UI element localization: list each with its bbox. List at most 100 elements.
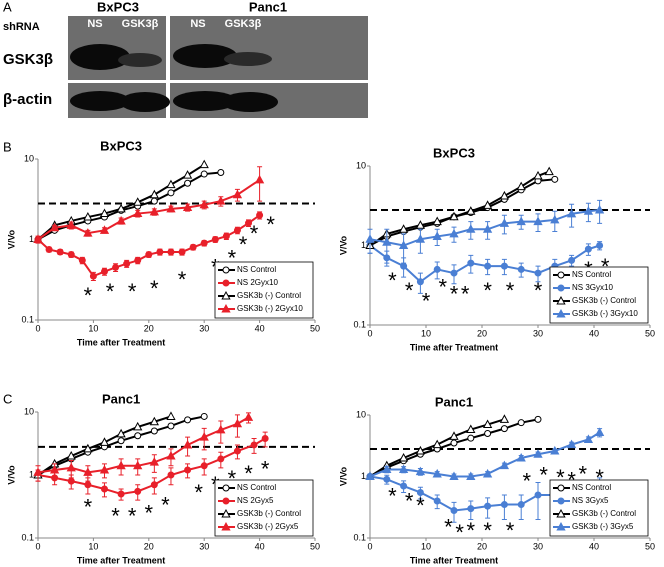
y-axis-label: V/Vo [6,229,16,249]
marker [133,460,143,470]
annotation: * [422,289,431,314]
marker [250,441,258,449]
annotation: * [178,267,187,292]
marker [200,170,208,178]
annotation: * [506,518,515,543]
marker [534,415,542,423]
marker [568,256,576,264]
marker [78,256,86,264]
marker [466,206,476,215]
blot-row-label: β-actin [3,91,52,108]
legend-marker [557,271,565,279]
marker [583,434,594,443]
band [173,91,237,111]
marker [217,455,225,463]
annotation: * [128,279,137,304]
annotation: * [250,221,259,246]
annotation: * [266,212,275,237]
marker [89,272,97,280]
marker [415,466,426,476]
x-tick-label: 50 [310,541,320,551]
marker [166,179,176,189]
legend-label: GSK3b (-) Control [237,509,301,518]
error-bar [257,166,263,202]
marker [83,228,93,237]
marker [534,269,542,277]
legend-label: NS 3Gyx10 [572,283,613,292]
marker [133,208,143,218]
marker [534,491,542,499]
marker [467,259,475,267]
marker [415,234,426,243]
x-tick-label: 40 [589,328,599,338]
annotation: * [444,515,453,540]
y-tick-label: 1 [361,240,366,250]
marker [67,477,75,485]
legend-marker [221,508,231,518]
y-axis-label: V/Vo [338,466,348,486]
annotation: * [228,466,237,491]
blot-group: BxPC3 [97,0,139,14]
blot-group: Panc1 [249,0,287,14]
x-tick-label: 40 [589,541,599,551]
marker [216,196,226,205]
annotation: * [450,282,459,307]
series-line [37,179,261,241]
marker [544,166,554,176]
marker [256,211,264,219]
marker [261,434,269,442]
marker [500,262,508,270]
x-tick-label: 30 [199,541,209,551]
marker [365,234,375,243]
annotation: * [161,492,170,517]
x-tick-label: 30 [533,541,543,551]
legend-label: GSK3b (-) 2Gyx5 [237,522,299,531]
marker [450,269,458,277]
marker [566,208,577,218]
marker [116,215,126,225]
marker [466,424,476,434]
marker [415,445,426,455]
marker [133,421,143,431]
legend-marker [556,295,566,305]
marker [167,248,175,256]
x-axis-label: Time after Treatment [77,555,165,565]
x-tick-label: 10 [421,328,431,338]
annotation: * [405,278,414,303]
marker [117,490,125,498]
y-tick-label: 0.1 [21,314,34,324]
marker [156,248,164,256]
marker [182,439,193,449]
marker [499,460,510,470]
panel-label: A [3,0,12,14]
marker [49,464,60,474]
marker [433,265,441,273]
marker [432,231,442,240]
marker [516,216,526,226]
marker [416,278,424,286]
marker [466,224,476,233]
x-tick-label: 40 [255,541,265,551]
marker [99,225,110,234]
marker [517,501,525,509]
marker [415,220,426,229]
legend-label: NS 3Gyx5 [572,496,609,505]
annotation: * [461,282,470,307]
annotation: * [150,276,159,301]
marker [400,482,408,490]
marker [184,466,192,474]
marker [149,206,159,216]
x-axis-label: Time after Treatment [410,342,498,352]
annotation: * [523,469,532,494]
band [224,52,272,66]
marker [182,202,193,211]
lane-label: NS [87,18,102,30]
marker [499,190,510,200]
marker [499,414,510,423]
y-tick-label: 1 [361,471,366,481]
marker [150,197,158,205]
marker [382,464,392,473]
marker [167,422,175,430]
marker [449,228,459,238]
